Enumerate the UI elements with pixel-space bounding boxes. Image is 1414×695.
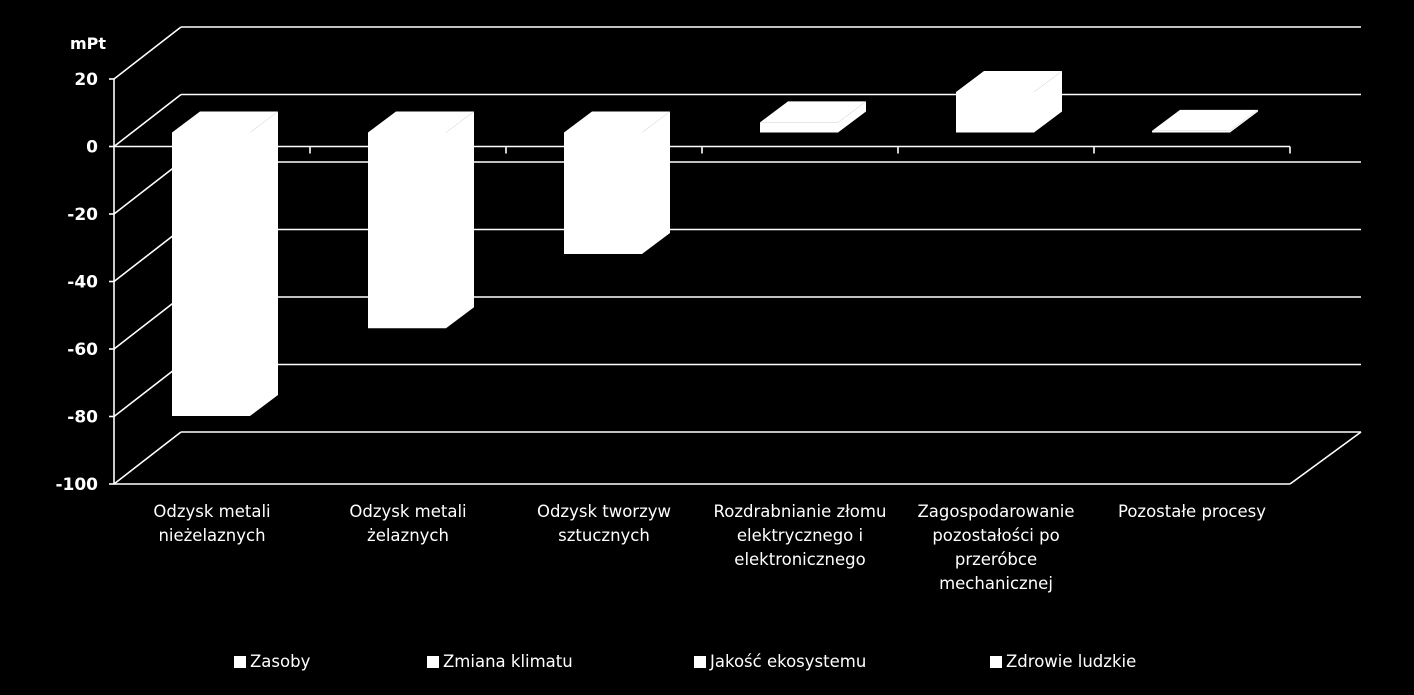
legend-item-zasoby: Zasoby [234, 652, 310, 671]
y-tick-label: 0 [86, 138, 98, 158]
y-axis-unit-label: mPt [70, 34, 106, 53]
bar-front-face [1152, 130, 1230, 133]
bar-front-face [760, 122, 838, 133]
bar-side-face [1230, 109, 1258, 133]
bar-side-face [250, 111, 278, 416]
bar-side-face [642, 111, 670, 254]
bar [1152, 109, 1258, 133]
legend-label: Zdrowie ludzkie [1006, 652, 1137, 671]
wall-edge-line [113, 296, 182, 350]
wall-edge-line [113, 363, 182, 418]
x-category-label: Rozdrabnianie złomu elektrycznego i elek… [713, 502, 887, 569]
bar [956, 71, 1062, 133]
legend-label: Zasoby [250, 652, 311, 671]
legend-swatch-icon [234, 655, 246, 668]
y-tick-label: -40 [67, 273, 98, 293]
bar-top-face [172, 111, 278, 133]
wall-edge-line [113, 93, 182, 148]
bar-front-face [368, 132, 446, 329]
bar-front-face [564, 132, 642, 254]
legend-item-zmiana-klimatu: Zmiana klimatu [427, 652, 573, 671]
legend-item-jakosc-ekosystemu: Jakość ekosystemu [694, 652, 866, 671]
legend-swatch-icon [990, 655, 1002, 668]
wall-edge-line [113, 228, 182, 283]
y-tick-layer: 20 0 -20 -40 -60 -80 -100 [55, 70, 98, 495]
bar-top-face [564, 111, 670, 133]
x-category-label: Odzysk metali żelaznych [349, 502, 467, 545]
bar-front-face [172, 132, 250, 416]
y-tick-label: -20 [67, 205, 98, 225]
y-tick-label: 20 [74, 70, 98, 90]
y-tick-label: -80 [67, 408, 98, 428]
bar-top-face [760, 101, 866, 123]
floor-side-edge [1289, 431, 1362, 485]
bar-layer [172, 71, 1258, 416]
bar [172, 111, 278, 416]
x-category-label: Zagospodarowanie pozostałości po przerób… [917, 502, 1075, 593]
bar-top-face [956, 71, 1062, 92]
bar [564, 111, 670, 254]
bar [368, 111, 474, 329]
x-category-label: Pozostałe procesy [1117, 502, 1267, 521]
bar-top-face [368, 111, 474, 133]
x-category-label: Odzysk tworzyw sztucznych [536, 502, 672, 545]
wall-edge-line [113, 161, 182, 215]
wall-edge-line [113, 431, 182, 485]
legend-swatch-icon [427, 655, 439, 668]
bar-side-face [446, 111, 474, 329]
x-category-label: Odzysk metali nieżelaznych [153, 502, 271, 545]
y-tick-label: -60 [67, 340, 98, 360]
legend-label: Jakość ekosystemu [710, 652, 867, 671]
bar-top-face [1152, 109, 1258, 131]
legend-item-zdrowie-ludzkie: Zdrowie ludzkie [990, 652, 1136, 671]
wall-edge-line [113, 26, 182, 80]
legend: Zasoby Zmiana klimatu Jakość ekosystemu … [0, 652, 1414, 676]
grid-layer [109, 26, 1362, 485]
bar-front-face [956, 92, 1034, 133]
bar-side-face [838, 101, 866, 133]
y-tick-label: -100 [55, 475, 98, 495]
legend-swatch-icon [694, 655, 706, 668]
bar-side-face [1034, 71, 1062, 133]
legend-label: Zmiana klimatu [443, 652, 573, 671]
bar [760, 101, 866, 133]
